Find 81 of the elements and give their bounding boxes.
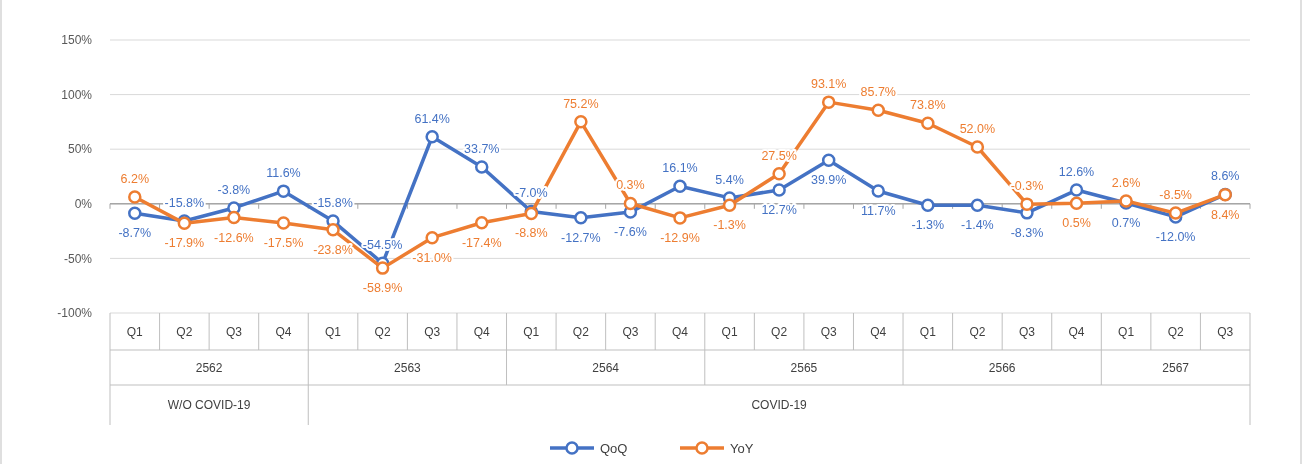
- y-tick-label: 50%: [67, 142, 93, 157]
- text: COVID-19: [751, 398, 808, 413]
- data-label: -3.8%: [217, 182, 251, 197]
- x-tick-label: Q2: [176, 324, 193, 339]
- x-tick-label: Q1: [1118, 324, 1135, 339]
- data-label: 11.6%: [266, 166, 301, 181]
- x-tick-label: Q2: [771, 324, 788, 339]
- x-tick-label: Q1: [325, 324, 342, 339]
- x-tick-label: Q1: [721, 324, 738, 339]
- x-tick-label: Q3: [1217, 324, 1234, 339]
- data-label: 33.7%: [464, 142, 500, 156]
- data-label: 61.4%: [414, 111, 450, 126]
- x-tick-label: Q3: [622, 324, 639, 339]
- data-label: -12.7%: [561, 230, 601, 245]
- data-label: 0.7%: [1111, 216, 1141, 231]
- data-label: -17.4%: [461, 235, 502, 250]
- data-label: -1.3%: [713, 218, 746, 233]
- legend-label: YoY: [730, 440, 754, 456]
- text: W/O COVID-19: [167, 398, 251, 413]
- legend-label: QoQ: [600, 440, 628, 456]
- x-tick-label: Q4: [671, 324, 689, 339]
- x-tick-label: Q3: [820, 324, 838, 339]
- data-label: -15.8%: [313, 196, 353, 211]
- data-label: -1.3%: [911, 218, 945, 233]
- data-label: 8.4%: [1210, 207, 1240, 222]
- data-label: -58.9%: [362, 281, 403, 296]
- data-label: -7.6%: [614, 225, 647, 240]
- data-label: -17.5%: [263, 235, 304, 250]
- data-label: 12.7%: [761, 202, 797, 217]
- x-tick-label: Q1: [126, 324, 144, 339]
- data-label: 6.2%: [120, 172, 150, 187]
- data-label: 12.6%: [1058, 165, 1095, 180]
- x-tick-label: Q4: [473, 324, 491, 339]
- data-label: -8.3%: [1010, 225, 1044, 240]
- data-label: 8.6%: [1210, 169, 1240, 184]
- y-tick-label: -100%: [57, 306, 93, 321]
- data-label: -15.8%: [164, 196, 205, 211]
- data-label: 93.1%: [810, 77, 847, 92]
- x-tick-label: Q2: [374, 324, 391, 339]
- data-label: -31.0%: [412, 250, 452, 265]
- data-label: 16.1%: [662, 161, 698, 176]
- x-tick-label: Q1: [523, 324, 540, 339]
- text: 2566: [988, 360, 1016, 375]
- x-tick-label: Q2: [1167, 324, 1184, 339]
- data-label: -12.9%: [660, 230, 700, 245]
- data-label: -23.8%: [313, 242, 353, 257]
- text: 2563: [394, 360, 422, 375]
- x-tick-label: Q3: [424, 324, 441, 339]
- data-label: 73.8%: [910, 98, 946, 113]
- x-tick-label: Q3: [1018, 324, 1036, 339]
- data-label: -0.3%: [1010, 179, 1044, 194]
- data-label: -1.4%: [961, 218, 994, 233]
- data-label: 0.5%: [1062, 216, 1091, 231]
- data-label: 5.4%: [715, 172, 744, 187]
- x-tick-label: Q2: [969, 324, 986, 339]
- data-label: -12.0%: [1155, 229, 1196, 244]
- data-label: 52.0%: [959, 122, 996, 137]
- x-tick-label: Q1: [919, 324, 937, 339]
- y-tick-label: 150%: [61, 33, 93, 48]
- x-tick-label: Q4: [1068, 324, 1085, 339]
- y-tick-label: 100%: [61, 87, 93, 102]
- data-label: 75.2%: [563, 96, 599, 111]
- data-label: 2.6%: [1111, 175, 1141, 190]
- data-label: 85.7%: [860, 85, 896, 100]
- data-label: -8.8%: [514, 226, 548, 241]
- text: 2564: [592, 360, 620, 375]
- text: 2565: [790, 360, 818, 375]
- data-label: -12.6%: [214, 230, 254, 245]
- text: 2567: [1162, 360, 1190, 375]
- y-tick-label: 0%: [74, 197, 93, 211]
- data-label: -17.9%: [164, 236, 205, 251]
- text: 2562: [195, 360, 223, 375]
- x-tick-label: Q4: [870, 324, 887, 339]
- data-label: 11.7%: [861, 204, 896, 219]
- data-label: 39.9%: [810, 173, 847, 188]
- data-label: -8.5%: [1159, 188, 1192, 203]
- x-tick-label: Q4: [275, 324, 292, 339]
- data-label: -8.7%: [118, 226, 152, 241]
- x-tick-label: Q2: [572, 324, 590, 339]
- x-tick-label: Q3: [225, 324, 243, 339]
- y-tick-label: -50%: [63, 251, 93, 266]
